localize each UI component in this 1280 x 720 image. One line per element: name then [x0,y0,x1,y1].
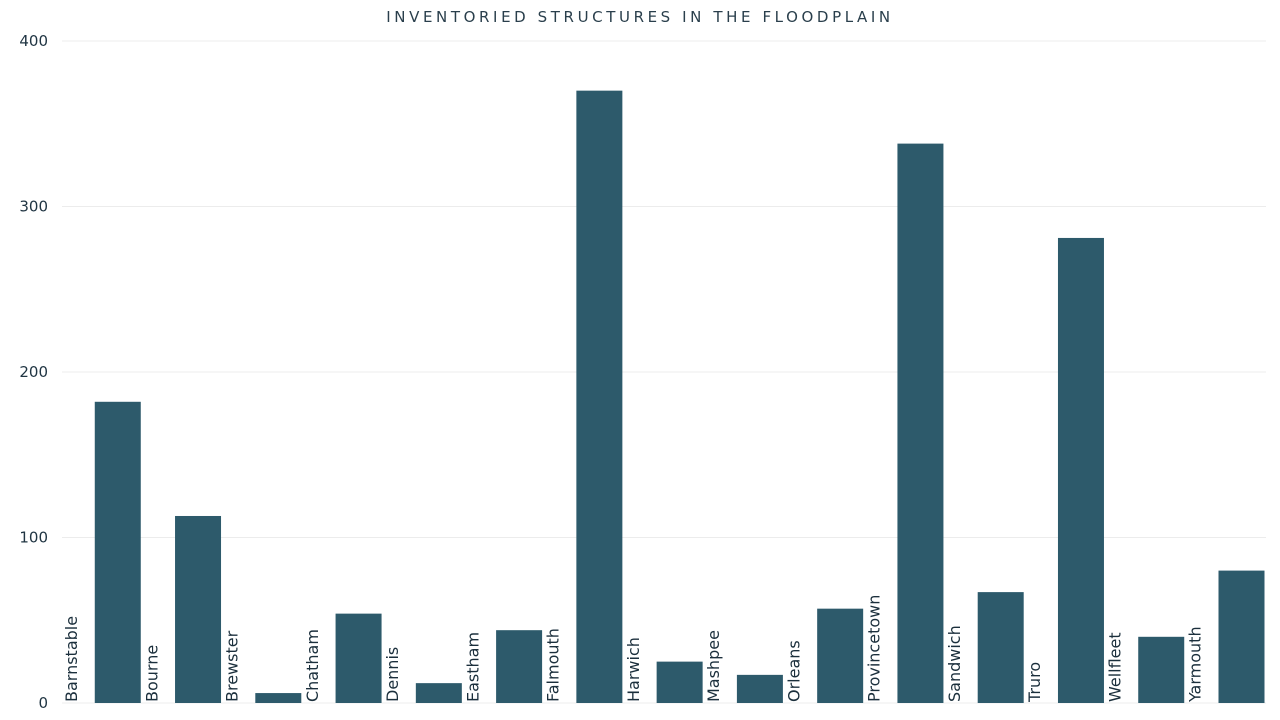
x-tick-label: Sandwich [945,625,964,702]
bar-orleans [817,608,864,703]
y-tick-label: 400 [19,32,48,50]
x-tick-label: Bourne [142,645,161,702]
x-tick-label: Dennis [383,647,402,702]
bar-bourne [175,515,222,703]
bar-provincetown [897,143,944,704]
x-tick-label: Chatham [303,629,322,702]
bar-truro [1057,237,1104,703]
y-tick-label: 300 [19,198,48,216]
bar-falmouth [576,90,623,703]
bar-eastham [496,630,543,703]
bar-barnstable [94,401,141,703]
bar-brewster [255,693,302,703]
bar-chatham [335,613,382,703]
x-tick-label: Mashpee [704,630,723,702]
bar-dennis [415,683,462,703]
y-tick-label: 100 [19,529,48,547]
x-tick-label: Wellfleet [1105,632,1124,702]
x-tick-label: Truro [1025,662,1044,703]
bar-harwich [656,661,703,703]
bar-yarmouth [1218,570,1265,703]
x-tick-label: Falmouth [544,628,563,702]
x-tick-label: Harwich [624,637,643,702]
x-tick-label: Orleans [784,640,803,702]
chart-title: INVENTORIED STRUCTURES IN THE FLOODPLAIN [386,8,894,26]
y-tick-label: 200 [19,363,48,381]
x-tick-label: Eastham [463,632,482,702]
bar-mashpee [736,674,783,703]
x-tick-label: Yarmouth [1186,626,1205,703]
x-tick-label: Barnstable [62,616,81,702]
x-tick-label: Brewster [223,630,242,702]
x-tick-label: Provincetown [865,595,884,702]
bar-sandwich [977,592,1024,703]
y-tick-label: 0 [38,694,48,712]
bar-wellfleet [1138,636,1185,703]
